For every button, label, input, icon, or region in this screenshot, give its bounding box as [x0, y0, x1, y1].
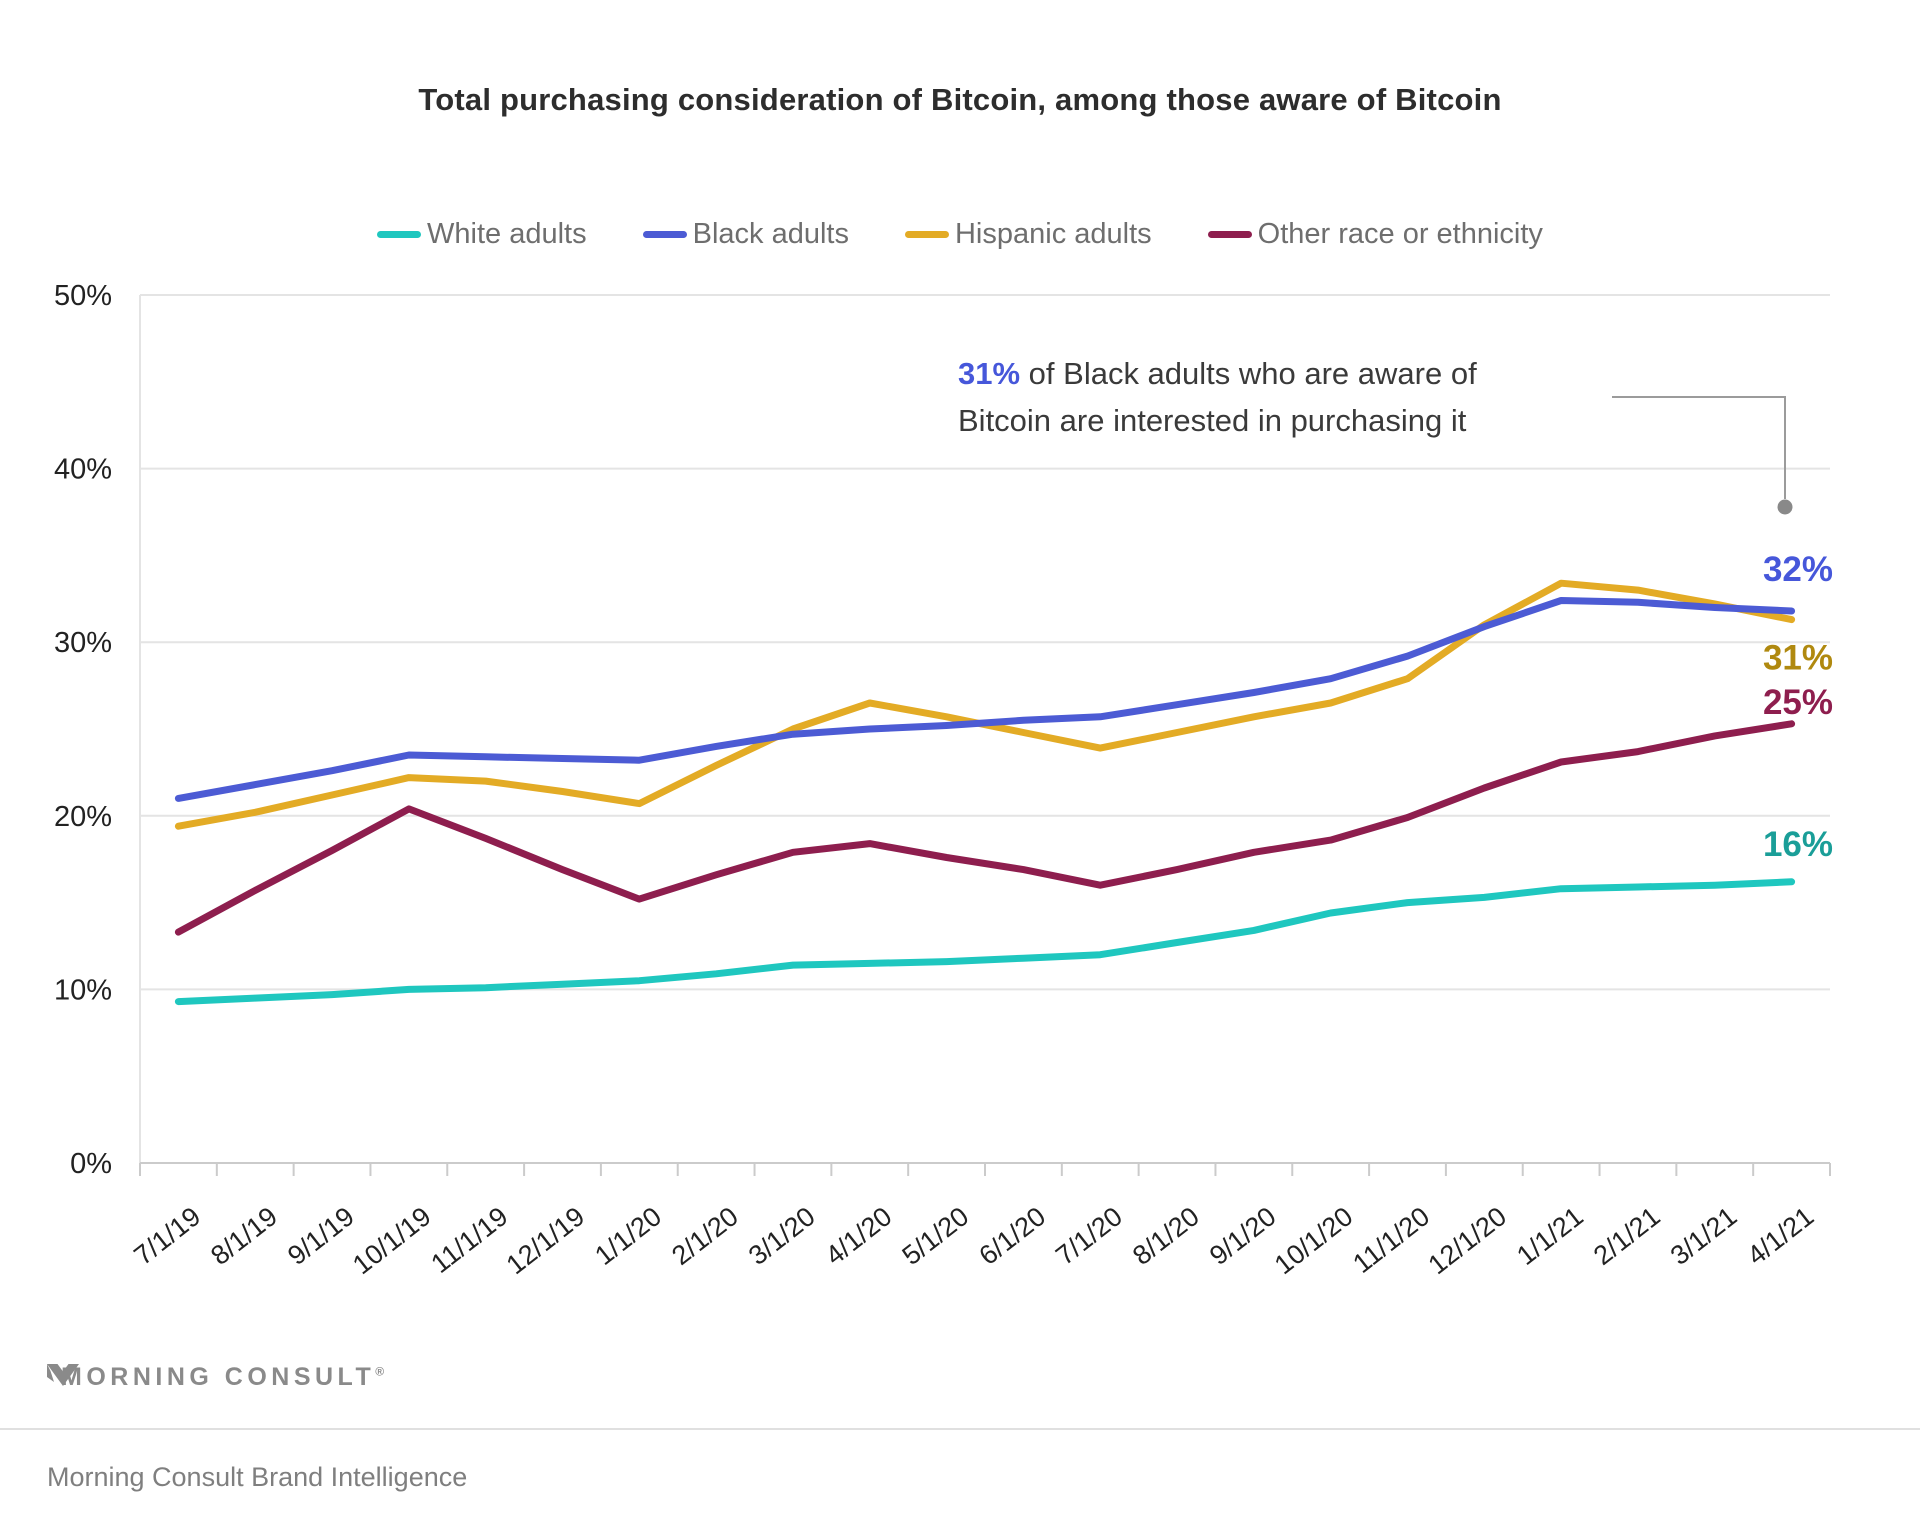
x-axis-label-6-1-20: 6/1/20 — [973, 1201, 1051, 1271]
x-axis-label-1-1-20: 1/1/20 — [589, 1201, 667, 1271]
x-axis-label-12-1-19: 12/1/19 — [501, 1201, 590, 1280]
end-label-other-race-or-ethnicity: 25% — [1763, 683, 1833, 722]
x-axis-label-1-1-21: 1/1/21 — [1511, 1201, 1589, 1271]
series-line-other-race-or-ethnicity — [174, 720, 1796, 936]
legend-item-white-adults: White adults — [377, 218, 587, 251]
series-line-white-adults — [174, 878, 1796, 1006]
x-axis-label-4-1-20: 4/1/20 — [820, 1201, 898, 1271]
morning-consult-logo-icon — [47, 1364, 79, 1386]
end-label-black-adults: 32% — [1763, 550, 1833, 589]
registered-mark: ® — [375, 1364, 385, 1379]
footer-divider — [0, 1428, 1920, 1430]
y-axis-label-20%: 20% — [54, 801, 112, 833]
legend-label: Hispanic adults — [954, 218, 1152, 250]
morning-consult-logo: MORNING CONSULT® — [47, 1363, 384, 1392]
chart-title: Total purchasing consideration of Bitcoi… — [418, 82, 1502, 117]
series-line-black-adults — [174, 597, 1796, 802]
morning-consult-logo-text: MORNING CONSULT® — [61, 1363, 384, 1392]
end-label-white-adults: 16% — [1763, 825, 1833, 864]
chart-annotation: 31% of Black adults who are aware of Bit… — [958, 350, 1638, 444]
y-axis-label-30%: 30% — [54, 627, 112, 659]
x-axis-label-7-1-20: 7/1/20 — [1050, 1201, 1128, 1271]
x-axis-label-10-1-20: 10/1/20 — [1269, 1201, 1358, 1280]
x-axis-label-12-1-20: 12/1/20 — [1423, 1201, 1512, 1280]
x-axis-label-11-1-19: 11/1/19 — [425, 1201, 513, 1279]
legend-item-black-adults: Black adults — [642, 218, 849, 251]
series-line-hispanic-adults — [174, 579, 1796, 830]
line-chart-canvas: 0%10%20%30%40%50%7/1/19 8/1/19 9/1/1910/1/… — [54, 280, 1833, 1280]
x-axis-label-8-1-20: 8/1/20 — [1127, 1201, 1205, 1271]
legend-label: White adults — [427, 218, 587, 250]
x-axis-label-3-1-21: 3/1/21 — [1665, 1201, 1743, 1271]
legend-item-hispanic-adults: Hispanic adults — [904, 218, 1152, 251]
x-axis-label-2-1-21: 2/1/21 — [1588, 1201, 1666, 1271]
legend-swatch-icon — [1207, 231, 1252, 238]
x-axis-label-8-1-19: 8/1/19 — [205, 1201, 283, 1271]
x-axis-label-7-1-19: 7/1/19 — [128, 1201, 206, 1271]
x-axis-label-2-1-20: 2/1/20 — [666, 1201, 744, 1271]
x-axis-label-9-1-19: 9/1/19 — [282, 1201, 360, 1271]
annotation-text-line2: Bitcoin are interested in purchasing it — [958, 403, 1467, 438]
x-axis-label-10-1-19: 10/1/19 — [347, 1201, 436, 1280]
x-axis-label-11-1-20: 11/1/20 — [1347, 1201, 1435, 1279]
x-axis-label-4-1-21: 4/1/21 — [1742, 1201, 1820, 1271]
annotation-highlight-value: 31% — [958, 356, 1021, 391]
y-axis-label-40%: 40% — [54, 454, 112, 486]
y-axis-label-0%: 0% — [70, 1148, 112, 1180]
legend-item-other-race-or-ethnicity: Other race or ethnicity — [1207, 218, 1543, 251]
x-axis-label-9-1-20: 9/1/20 — [1204, 1201, 1282, 1271]
annotation-connector-dot — [1777, 499, 1793, 515]
end-label-hispanic-adults: 31% — [1763, 639, 1833, 678]
x-axis-label-3-1-20: 3/1/20 — [743, 1201, 821, 1271]
legend-swatch-icon — [904, 231, 949, 238]
chart-legend: White adults Black adults Hispanic adults O… — [0, 218, 1920, 251]
y-axis-label-10%: 10% — [54, 974, 112, 1006]
source-caption: Morning Consult Brand Intelligence — [47, 1462, 468, 1492]
y-axis-label-50%: 50% — [54, 280, 112, 312]
legend-label: Black adults — [692, 218, 849, 250]
legend-label: Other race or ethnicity — [1257, 218, 1543, 250]
annotation-connector-line — [1612, 396, 1786, 499]
annotation-text-line1: of Black adults who are aware of — [1028, 356, 1477, 391]
legend-swatch-icon — [377, 231, 422, 238]
legend-swatch-icon — [642, 231, 687, 238]
x-axis-label-5-1-20: 5/1/20 — [897, 1201, 975, 1271]
logo-wordmark: MORNING CONSULT — [61, 1363, 376, 1391]
